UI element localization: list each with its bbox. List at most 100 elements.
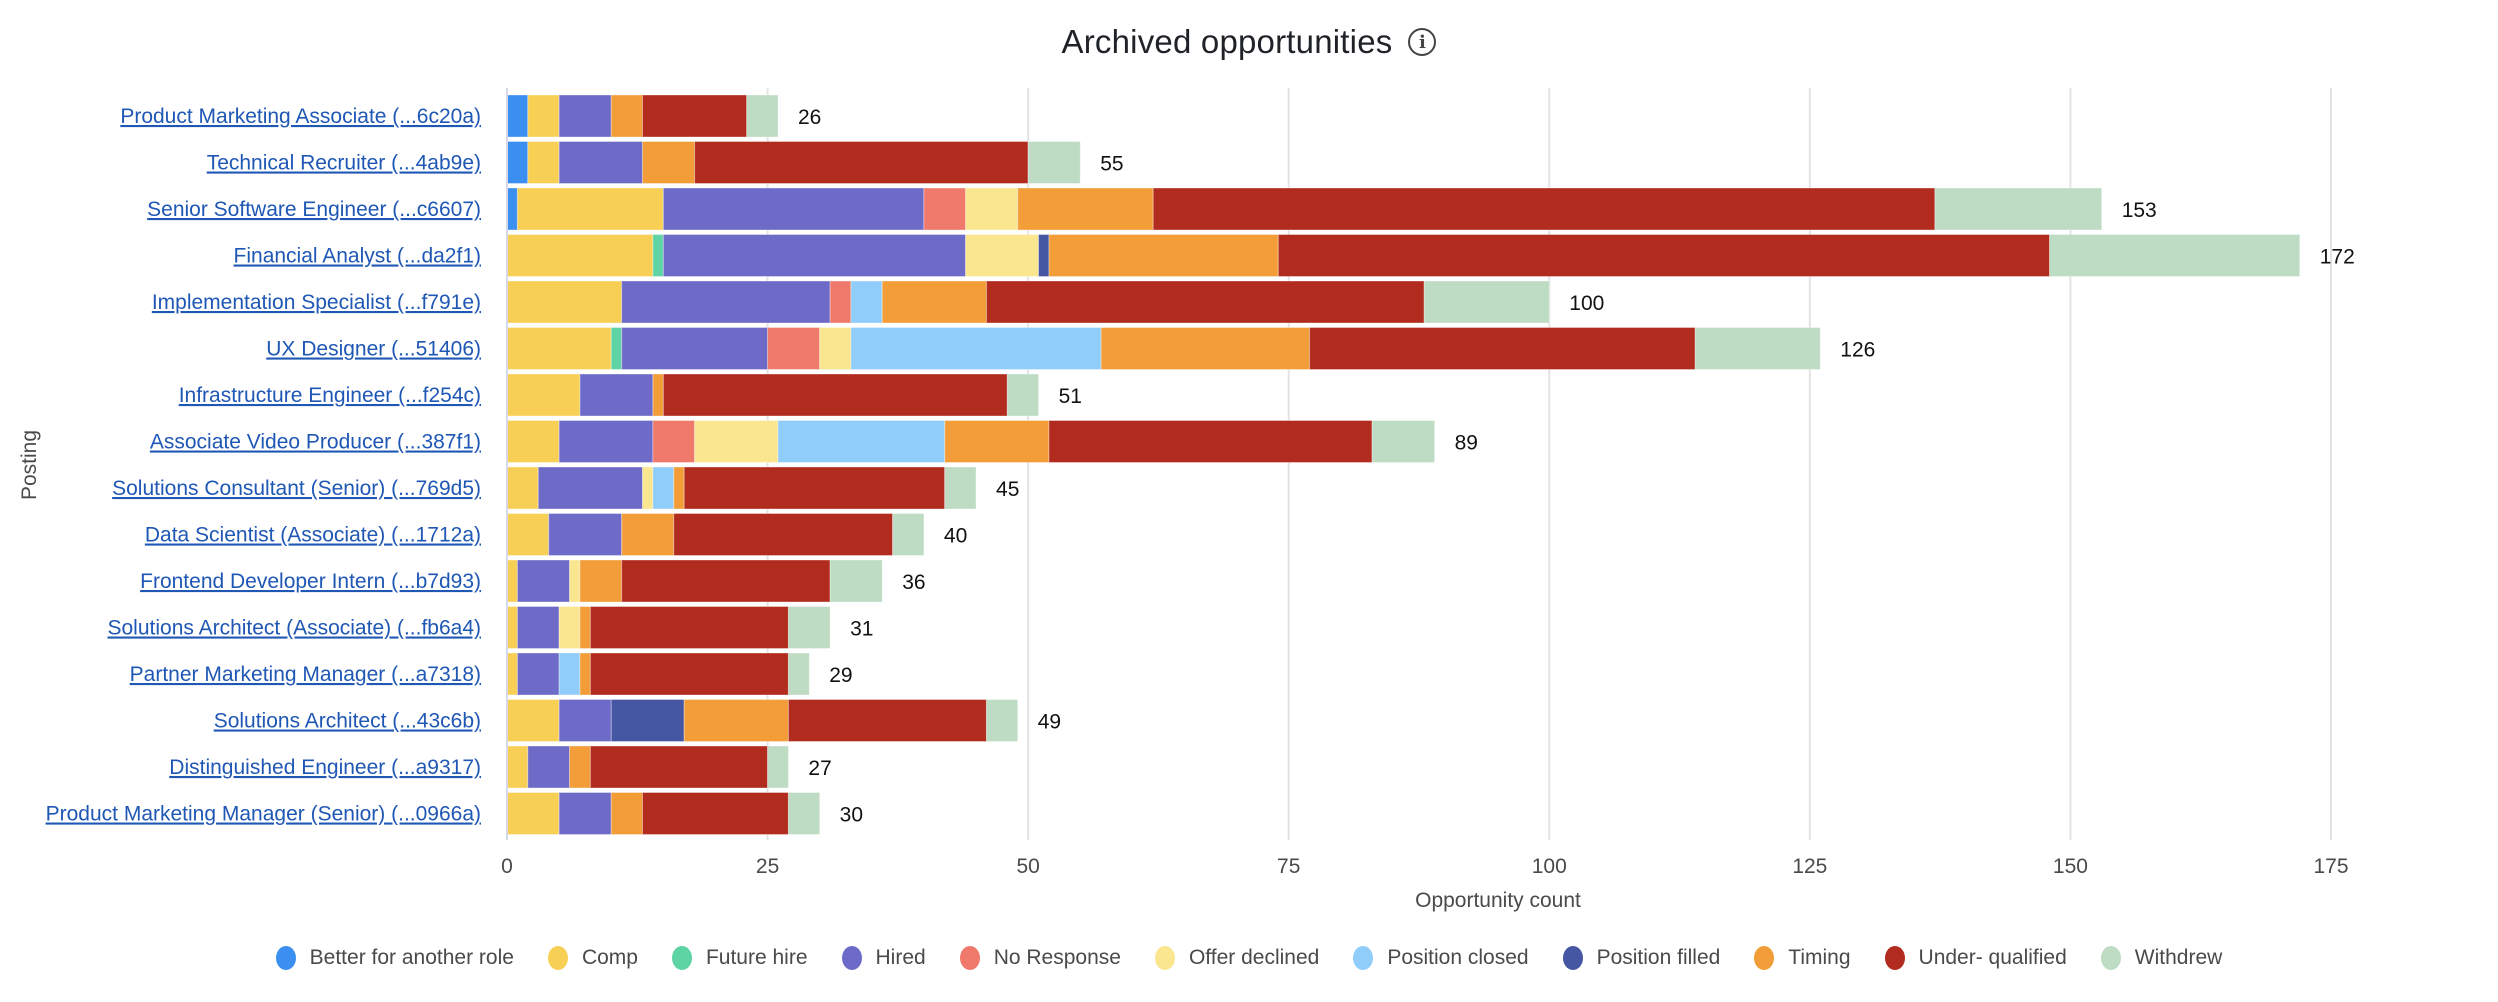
bar-segment-comp[interactable] (527, 141, 560, 184)
bar-segment-position-closed[interactable] (850, 280, 883, 324)
legend-item[interactable]: Better for another role (275, 946, 514, 970)
bar-segment-hired[interactable] (516, 606, 560, 649)
bar-segment-comp[interactable] (506, 234, 654, 277)
legend-item[interactable]: Hired (841, 946, 926, 970)
bar-segment-comp[interactable] (516, 187, 664, 231)
posting-link[interactable]: Partner Marketing Manager (...a7318) (130, 663, 481, 686)
bar-segment-timing[interactable] (881, 280, 987, 324)
bar-segment-comp[interactable] (506, 606, 518, 649)
legend-item[interactable]: Position filled (1562, 946, 1720, 970)
bar-segment-hired[interactable] (621, 280, 831, 324)
bar-segment-timing[interactable] (579, 559, 623, 603)
bar-segment-hired[interactable] (579, 373, 654, 417)
legend-item[interactable]: Timing (1754, 946, 1851, 970)
bar-segment-hired[interactable] (662, 187, 925, 231)
bar-segment-position-filled[interactable] (610, 699, 685, 742)
bar-segment-hired[interactable] (516, 652, 560, 696)
bar-segment-offer-declined[interactable] (965, 234, 1040, 277)
legend-item[interactable]: Withdrew (2100, 946, 2222, 970)
bar-segment-timing[interactable] (652, 373, 664, 417)
bar-segment-under-qualified[interactable] (589, 606, 789, 649)
bar-segment-withdrew[interactable] (1027, 141, 1081, 184)
bar-segment-position-closed[interactable] (777, 420, 946, 463)
bar-segment-withdrew[interactable] (2049, 234, 2301, 277)
legend-item[interactable]: Offer declined (1154, 946, 1319, 970)
posting-link[interactable]: Product Marketing Associate (...6c20a) (120, 105, 481, 128)
bar-segment-withdrew[interactable] (1371, 420, 1436, 463)
bar-segment-comp[interactable] (506, 559, 518, 603)
bar-segment-comp[interactable] (506, 466, 539, 510)
bar-segment-position-closed[interactable] (558, 652, 581, 696)
bar-segment-hired[interactable] (558, 141, 643, 184)
bar-segment-under-qualified[interactable] (1152, 187, 1936, 231)
bar-segment-under-qualified[interactable] (589, 745, 769, 789)
bar-segment-under-qualified[interactable] (641, 94, 748, 138)
bar-segment-timing[interactable] (1100, 327, 1311, 370)
bar-segment-hired[interactable] (558, 94, 612, 138)
bar-segment-comp[interactable] (506, 652, 518, 696)
bar-segment-comp[interactable] (506, 373, 581, 417)
bar-segment-under-qualified[interactable] (985, 280, 1425, 324)
bar-segment-offer-declined[interactable] (694, 420, 779, 463)
bar-segment-withdrew[interactable] (892, 513, 925, 556)
posting-link[interactable]: Solutions Architect (Associate) (...fb6a… (108, 617, 482, 640)
posting-link[interactable]: Solutions Consultant (Senior) (...769d5) (112, 477, 481, 500)
bar-segment-timing[interactable] (610, 94, 643, 138)
bar-segment-timing[interactable] (1017, 187, 1154, 231)
bar-segment-under-qualified[interactable] (683, 466, 946, 510)
posting-link[interactable]: Product Marketing Manager (Senior) (...0… (46, 803, 481, 826)
bar-segment-position-closed[interactable] (652, 466, 675, 510)
posting-link[interactable]: Senior Software Engineer (...c6607) (147, 198, 481, 221)
bar-segment-timing[interactable] (1048, 234, 1279, 277)
bar-segment-under-qualified[interactable] (694, 141, 1029, 184)
bar-segment-under-qualified[interactable] (662, 373, 1008, 417)
bar-segment-hired[interactable] (662, 234, 967, 277)
bar-segment-position-filled[interactable] (1038, 234, 1050, 277)
legend-item[interactable]: Under- qualified (1884, 946, 2067, 970)
posting-link[interactable]: Solutions Architect (...43c6b) (214, 710, 481, 733)
posting-link[interactable]: Technical Recruiter (...4ab9e) (207, 152, 481, 175)
bar-segment-hired[interactable] (621, 327, 769, 370)
bar-segment-timing[interactable] (621, 513, 675, 556)
bar-segment-withdrew[interactable] (985, 699, 1019, 742)
legend-item[interactable]: No Response (959, 946, 1121, 970)
bar-segment-comp[interactable] (506, 420, 560, 463)
bar-segment-offer-declined[interactable] (558, 606, 581, 649)
bar-segment-withdrew[interactable] (787, 652, 810, 696)
bar-segment-timing[interactable] (673, 466, 685, 510)
bar-segment-no-response[interactable] (767, 327, 821, 370)
bar-segment-comp[interactable] (506, 699, 560, 742)
bar-segment-no-response[interactable] (652, 420, 696, 463)
bar-segment-offer-declined[interactable] (965, 187, 1019, 231)
bar-segment-withdrew[interactable] (1934, 187, 2103, 231)
posting-link[interactable]: Associate Video Producer (...387f1) (150, 431, 481, 454)
bar-segment-comp[interactable] (506, 280, 623, 324)
bar-segment-offer-declined[interactable] (819, 327, 852, 370)
posting-link[interactable]: Distinguished Engineer (...a9317) (169, 756, 481, 779)
bar-segment-under-qualified[interactable] (641, 792, 789, 835)
legend-item[interactable]: Position closed (1353, 946, 1529, 970)
bar-segment-hired[interactable] (558, 420, 654, 463)
bar-segment-offer-declined[interactable] (569, 559, 581, 603)
bar-segment-withdrew[interactable] (1423, 280, 1550, 324)
bar-segment-comp[interactable] (506, 792, 560, 835)
posting-link[interactable]: Implementation Specialist (...f791e) (152, 291, 481, 314)
bar-segment-withdrew[interactable] (746, 94, 779, 138)
bar-segment-hired[interactable] (558, 699, 612, 742)
posting-link[interactable]: Infrastructure Engineer (...f254c) (179, 384, 481, 407)
bar-segment-timing[interactable] (569, 745, 591, 789)
bar-segment-offer-declined[interactable] (641, 466, 654, 510)
bar-segment-timing[interactable] (641, 141, 696, 184)
bar-segment-timing[interactable] (610, 792, 643, 835)
bar-segment-withdrew[interactable] (787, 606, 831, 649)
bar-segment-hired[interactable] (537, 466, 643, 510)
bar-segment-under-qualified[interactable] (1048, 420, 1373, 463)
bar-segment-no-response[interactable] (829, 280, 852, 324)
posting-link[interactable]: Financial Analyst (...da2f1) (234, 245, 481, 268)
bar-segment-hired[interactable] (527, 745, 571, 789)
bar-segment-withdrew[interactable] (1006, 373, 1040, 417)
legend-item[interactable]: Future hire (671, 946, 808, 970)
bar-segment-comp[interactable] (506, 745, 529, 789)
bar-segment-timing[interactable] (579, 606, 591, 649)
bar-segment-withdrew[interactable] (1694, 327, 1821, 370)
